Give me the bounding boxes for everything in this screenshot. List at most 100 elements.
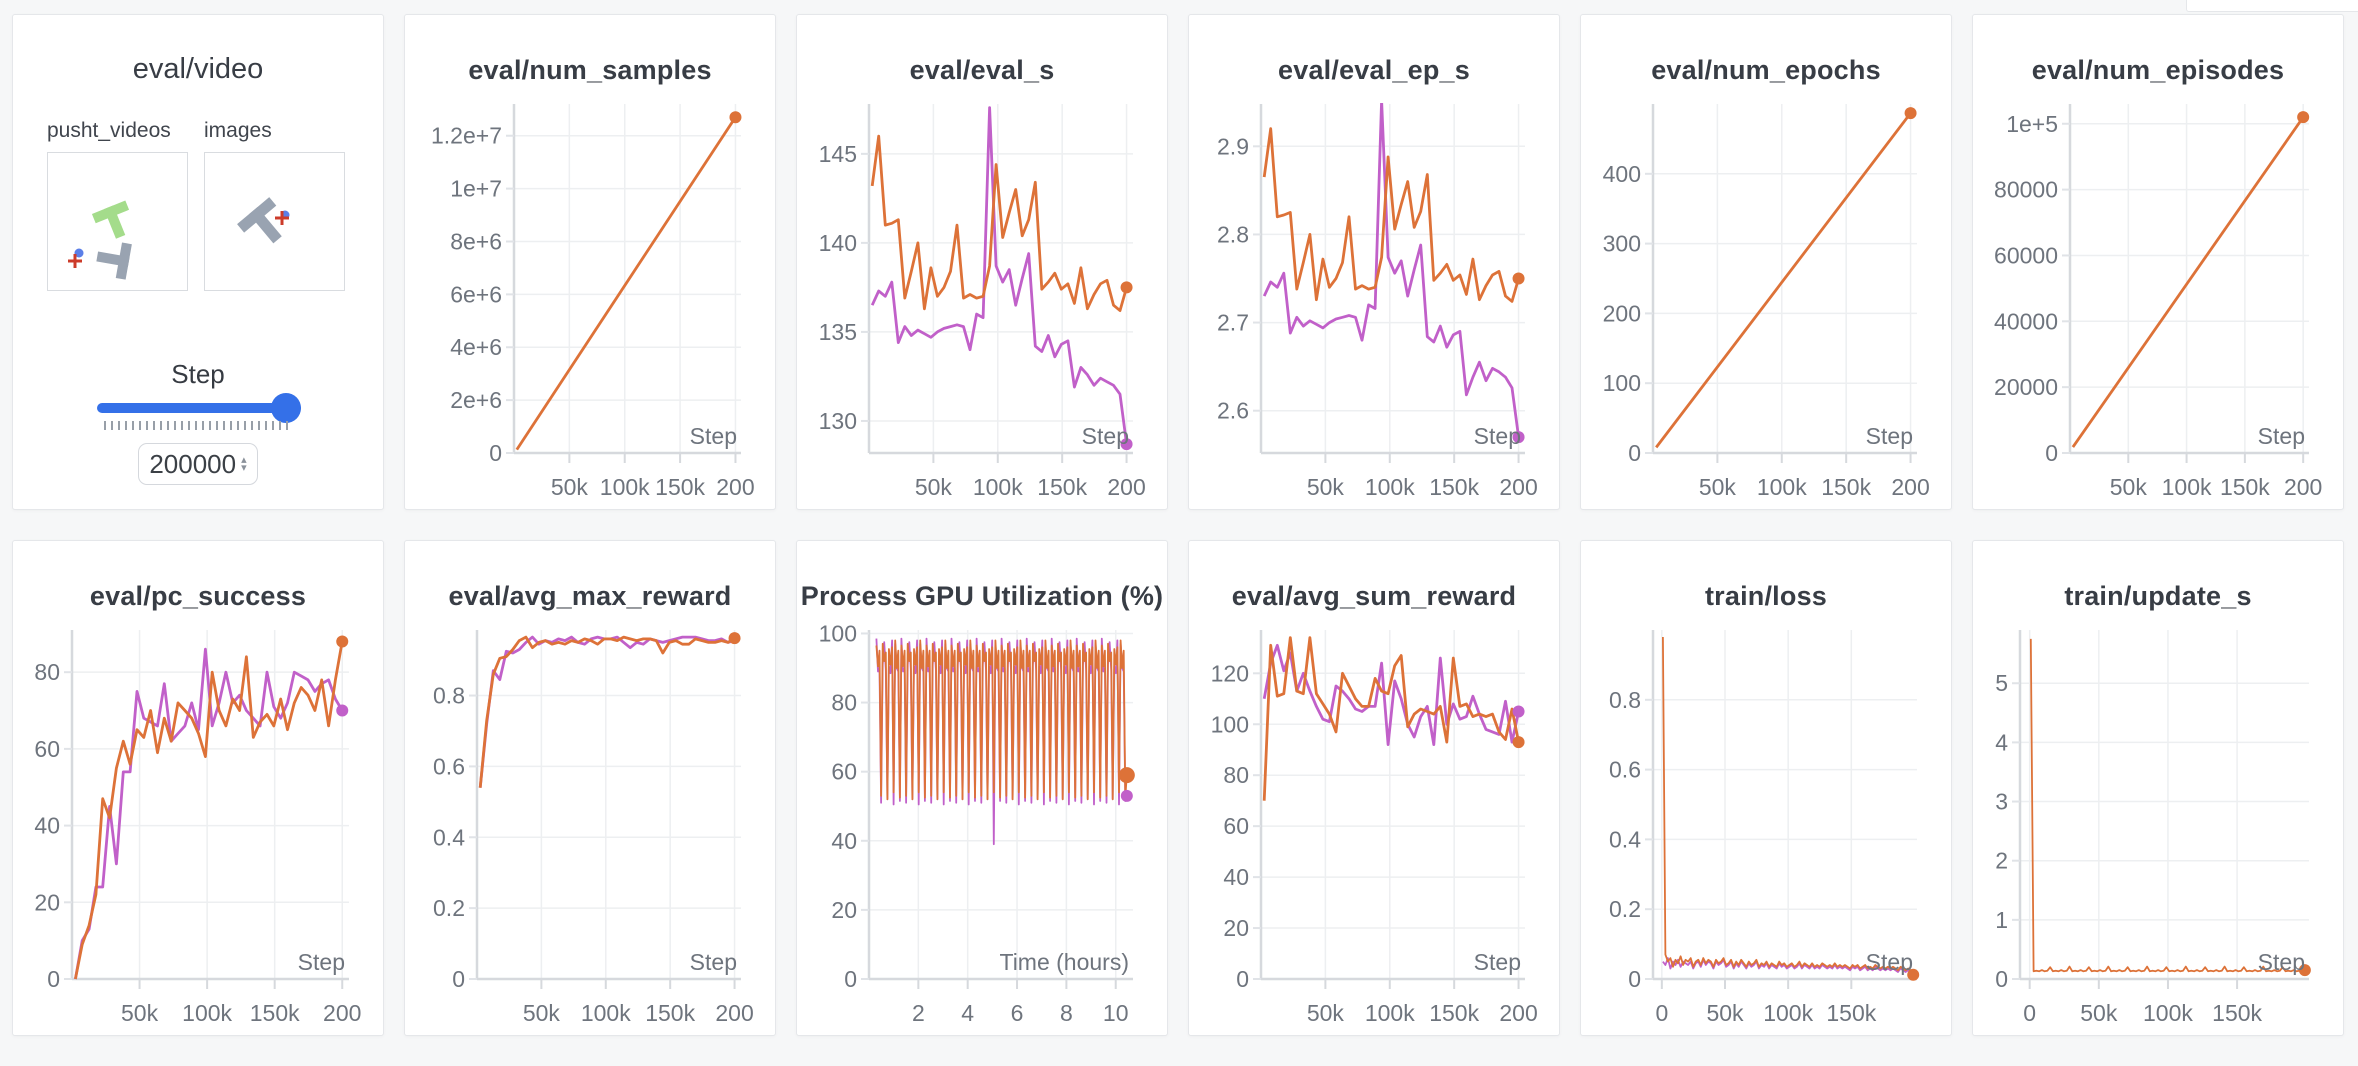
x-tick-label: 150k bbox=[655, 474, 705, 500]
x-tick-label: 150k bbox=[1429, 474, 1479, 500]
x-axis-label: Step bbox=[690, 949, 737, 975]
panel-title: eval/video bbox=[132, 53, 264, 85]
y-tick-label: 80000 bbox=[1994, 177, 2058, 203]
panel-eval-video: eval/video pusht_videos bbox=[12, 14, 384, 510]
x-tick-label: 200 bbox=[716, 474, 754, 500]
pusht-scene-image bbox=[68, 200, 132, 280]
chart-plot[interactable]: 50k 100k 150k 200 2.6 2.7 2.8 2.9 Step bbox=[1189, 15, 1561, 511]
images-thumbnail[interactable] bbox=[204, 152, 345, 291]
step-down-icon[interactable]: ▾ bbox=[241, 462, 247, 474]
chart-plot[interactable]: 50k 100k 150k 200 0 2e+6 4e+6 6e+6 8e+6 1e+7 1.2e+… bbox=[405, 15, 777, 511]
chart-title: eval/num_samples bbox=[468, 55, 712, 85]
x-tick-label: 100k bbox=[1365, 474, 1415, 500]
panel-eval-num-epochs: eval/num_epochs 50k 100k 150k 200 0 100 200 300… bbox=[1580, 14, 1952, 510]
x-axis-label: Step bbox=[2258, 949, 2305, 975]
chart-title: train/loss bbox=[1704, 581, 1828, 611]
y-tick-label: 5 bbox=[1995, 670, 2008, 696]
pusht-video-thumbnail[interactable] bbox=[47, 152, 188, 291]
x-tick-label: 100k bbox=[1763, 1000, 1813, 1026]
panel-eval-avg-sum-reward: eval/avg_sum_reward 50k 100k 150k 200 0 20 40 6… bbox=[1188, 540, 1560, 1036]
y-tick-label: 130 bbox=[819, 408, 857, 434]
y-tick-label: 8e+6 bbox=[450, 228, 502, 254]
series-line-run-orange bbox=[515, 116, 737, 451]
chart-title: eval/num_epochs bbox=[1651, 55, 1881, 85]
x-tick-label: 50k bbox=[1307, 1000, 1345, 1026]
chart-plot[interactable]: 50k 100k 150k 200 0 0.2 0.4 0.6 0.8 Step bbox=[405, 541, 777, 1037]
step-slider[interactable] bbox=[97, 393, 301, 423]
y-tick-label: 60 bbox=[34, 736, 60, 762]
cropped-panel-edge bbox=[2186, 0, 2358, 12]
x-tick-label: 100k bbox=[581, 1000, 631, 1026]
step-up-icon[interactable]: ▴ bbox=[241, 454, 247, 466]
chart-title: eval/eval_s bbox=[909, 55, 1055, 85]
x-tick-label: 100k bbox=[1757, 474, 1807, 500]
y-tick-label: 60 bbox=[831, 759, 857, 785]
y-tick-label: 20 bbox=[831, 897, 857, 923]
chart-plot[interactable]: 50k 100k 150k 200 130 135 140 145 Step bbox=[797, 15, 1169, 511]
series-end-dot-run-orange bbox=[1120, 281, 1133, 294]
chart-title: Process GPU Utilization (%) bbox=[800, 581, 1164, 611]
chart-plot[interactable]: 0 50k 100k 150k 0 1 2 3 4 5 Step bbox=[1973, 541, 2345, 1037]
step-input-stepper[interactable]: ▴ ▾ bbox=[241, 454, 247, 474]
x-tick-label: 200 bbox=[1891, 474, 1929, 500]
y-tick-label: 3 bbox=[1995, 789, 2008, 815]
y-tick-label: 0 bbox=[1628, 440, 1641, 466]
y-tick-label: 0.8 bbox=[433, 683, 465, 709]
step-slider-thumb[interactable] bbox=[271, 393, 301, 423]
y-tick-label: 1 bbox=[1995, 907, 2008, 933]
y-tick-label: 4e+6 bbox=[450, 334, 502, 360]
x-tick-label: 2 bbox=[912, 1000, 925, 1026]
chart-title: eval/pc_success bbox=[89, 581, 307, 611]
x-tick-label: 200 bbox=[2284, 474, 2322, 500]
series-line-run-orange bbox=[870, 134, 1128, 313]
media-item-images: images bbox=[204, 119, 345, 291]
y-tick-label: 140 bbox=[819, 230, 857, 256]
chart-plot[interactable]: 50k 100k 150k 200 0 20 40 60 80 100 120 Step bbox=[1189, 541, 1561, 1037]
series-end-dot-run-orange bbox=[336, 635, 349, 648]
y-tick-label: 40 bbox=[34, 813, 60, 839]
y-tick-label: 20000 bbox=[1994, 374, 2058, 400]
x-tick-label: 100k bbox=[600, 474, 650, 500]
series-end-dot-run-orange bbox=[1512, 736, 1525, 749]
series-end-dot-run-orange bbox=[1907, 968, 1920, 981]
chart-title: eval/num_episodes bbox=[2031, 55, 2285, 85]
chart-plot[interactable]: 0 50k 100k 150k 0 0.2 0.4 0.6 0.8 Step bbox=[1581, 541, 1953, 1037]
x-tick-label: 6 bbox=[1011, 1000, 1024, 1026]
series-end-dot-run-orange bbox=[1512, 272, 1525, 285]
x-tick-label: 50k bbox=[121, 1000, 159, 1026]
x-tick-label: 200 bbox=[1107, 474, 1145, 500]
series-end-dot-run-orange bbox=[729, 111, 742, 124]
x-tick-label: 150k bbox=[1429, 1000, 1479, 1026]
y-tick-label: 400 bbox=[1603, 161, 1641, 187]
x-tick-label: 100k bbox=[182, 1000, 232, 1026]
y-tick-label: 100 bbox=[1603, 370, 1641, 396]
x-tick-label: 50k bbox=[915, 474, 953, 500]
chart-title: train/update_s bbox=[2064, 581, 2252, 611]
chart-title: eval/avg_max_reward bbox=[448, 581, 732, 611]
y-tick-label: 40000 bbox=[1994, 308, 2058, 334]
y-tick-label: 6e+6 bbox=[450, 281, 502, 307]
chart-plot[interactable]: 50k 100k 150k 200 0 20 40 60 80 Step bbox=[13, 541, 385, 1037]
y-tick-label: 100 bbox=[819, 620, 857, 646]
step-input[interactable]: 200000 ▴ ▾ bbox=[138, 443, 258, 485]
x-tick-label: 200 bbox=[1499, 474, 1537, 500]
series-line-run-purple bbox=[1262, 643, 1520, 747]
series-line-run-orange bbox=[74, 641, 344, 980]
media-item-pusht-videos: pusht_videos bbox=[47, 119, 188, 291]
x-tick-label: 0 bbox=[1655, 1000, 1668, 1026]
y-tick-label: 0.2 bbox=[433, 895, 465, 921]
x-tick-label: 50k bbox=[1706, 1000, 1744, 1026]
y-tick-label: 0.2 bbox=[1609, 896, 1641, 922]
x-tick-label: 150k bbox=[645, 1000, 695, 1026]
images-scene-image bbox=[237, 197, 290, 244]
y-tick-label: 40 bbox=[831, 828, 857, 854]
x-tick-label: 50k bbox=[1699, 474, 1737, 500]
y-tick-label: 135 bbox=[819, 319, 857, 345]
chart-plot[interactable]: 50k 100k 150k 200 0 20000 40000 60000 80000 1e+5 S… bbox=[1973, 15, 2345, 511]
chart-plot[interactable]: 50k 100k 150k 200 0 100 200 300 400 Step bbox=[1581, 15, 1953, 511]
x-tick-label: 150k bbox=[2220, 474, 2270, 500]
series-line-run-purple bbox=[1262, 103, 1520, 438]
y-tick-label: 80 bbox=[34, 659, 60, 685]
y-tick-label: 0.4 bbox=[433, 824, 465, 850]
